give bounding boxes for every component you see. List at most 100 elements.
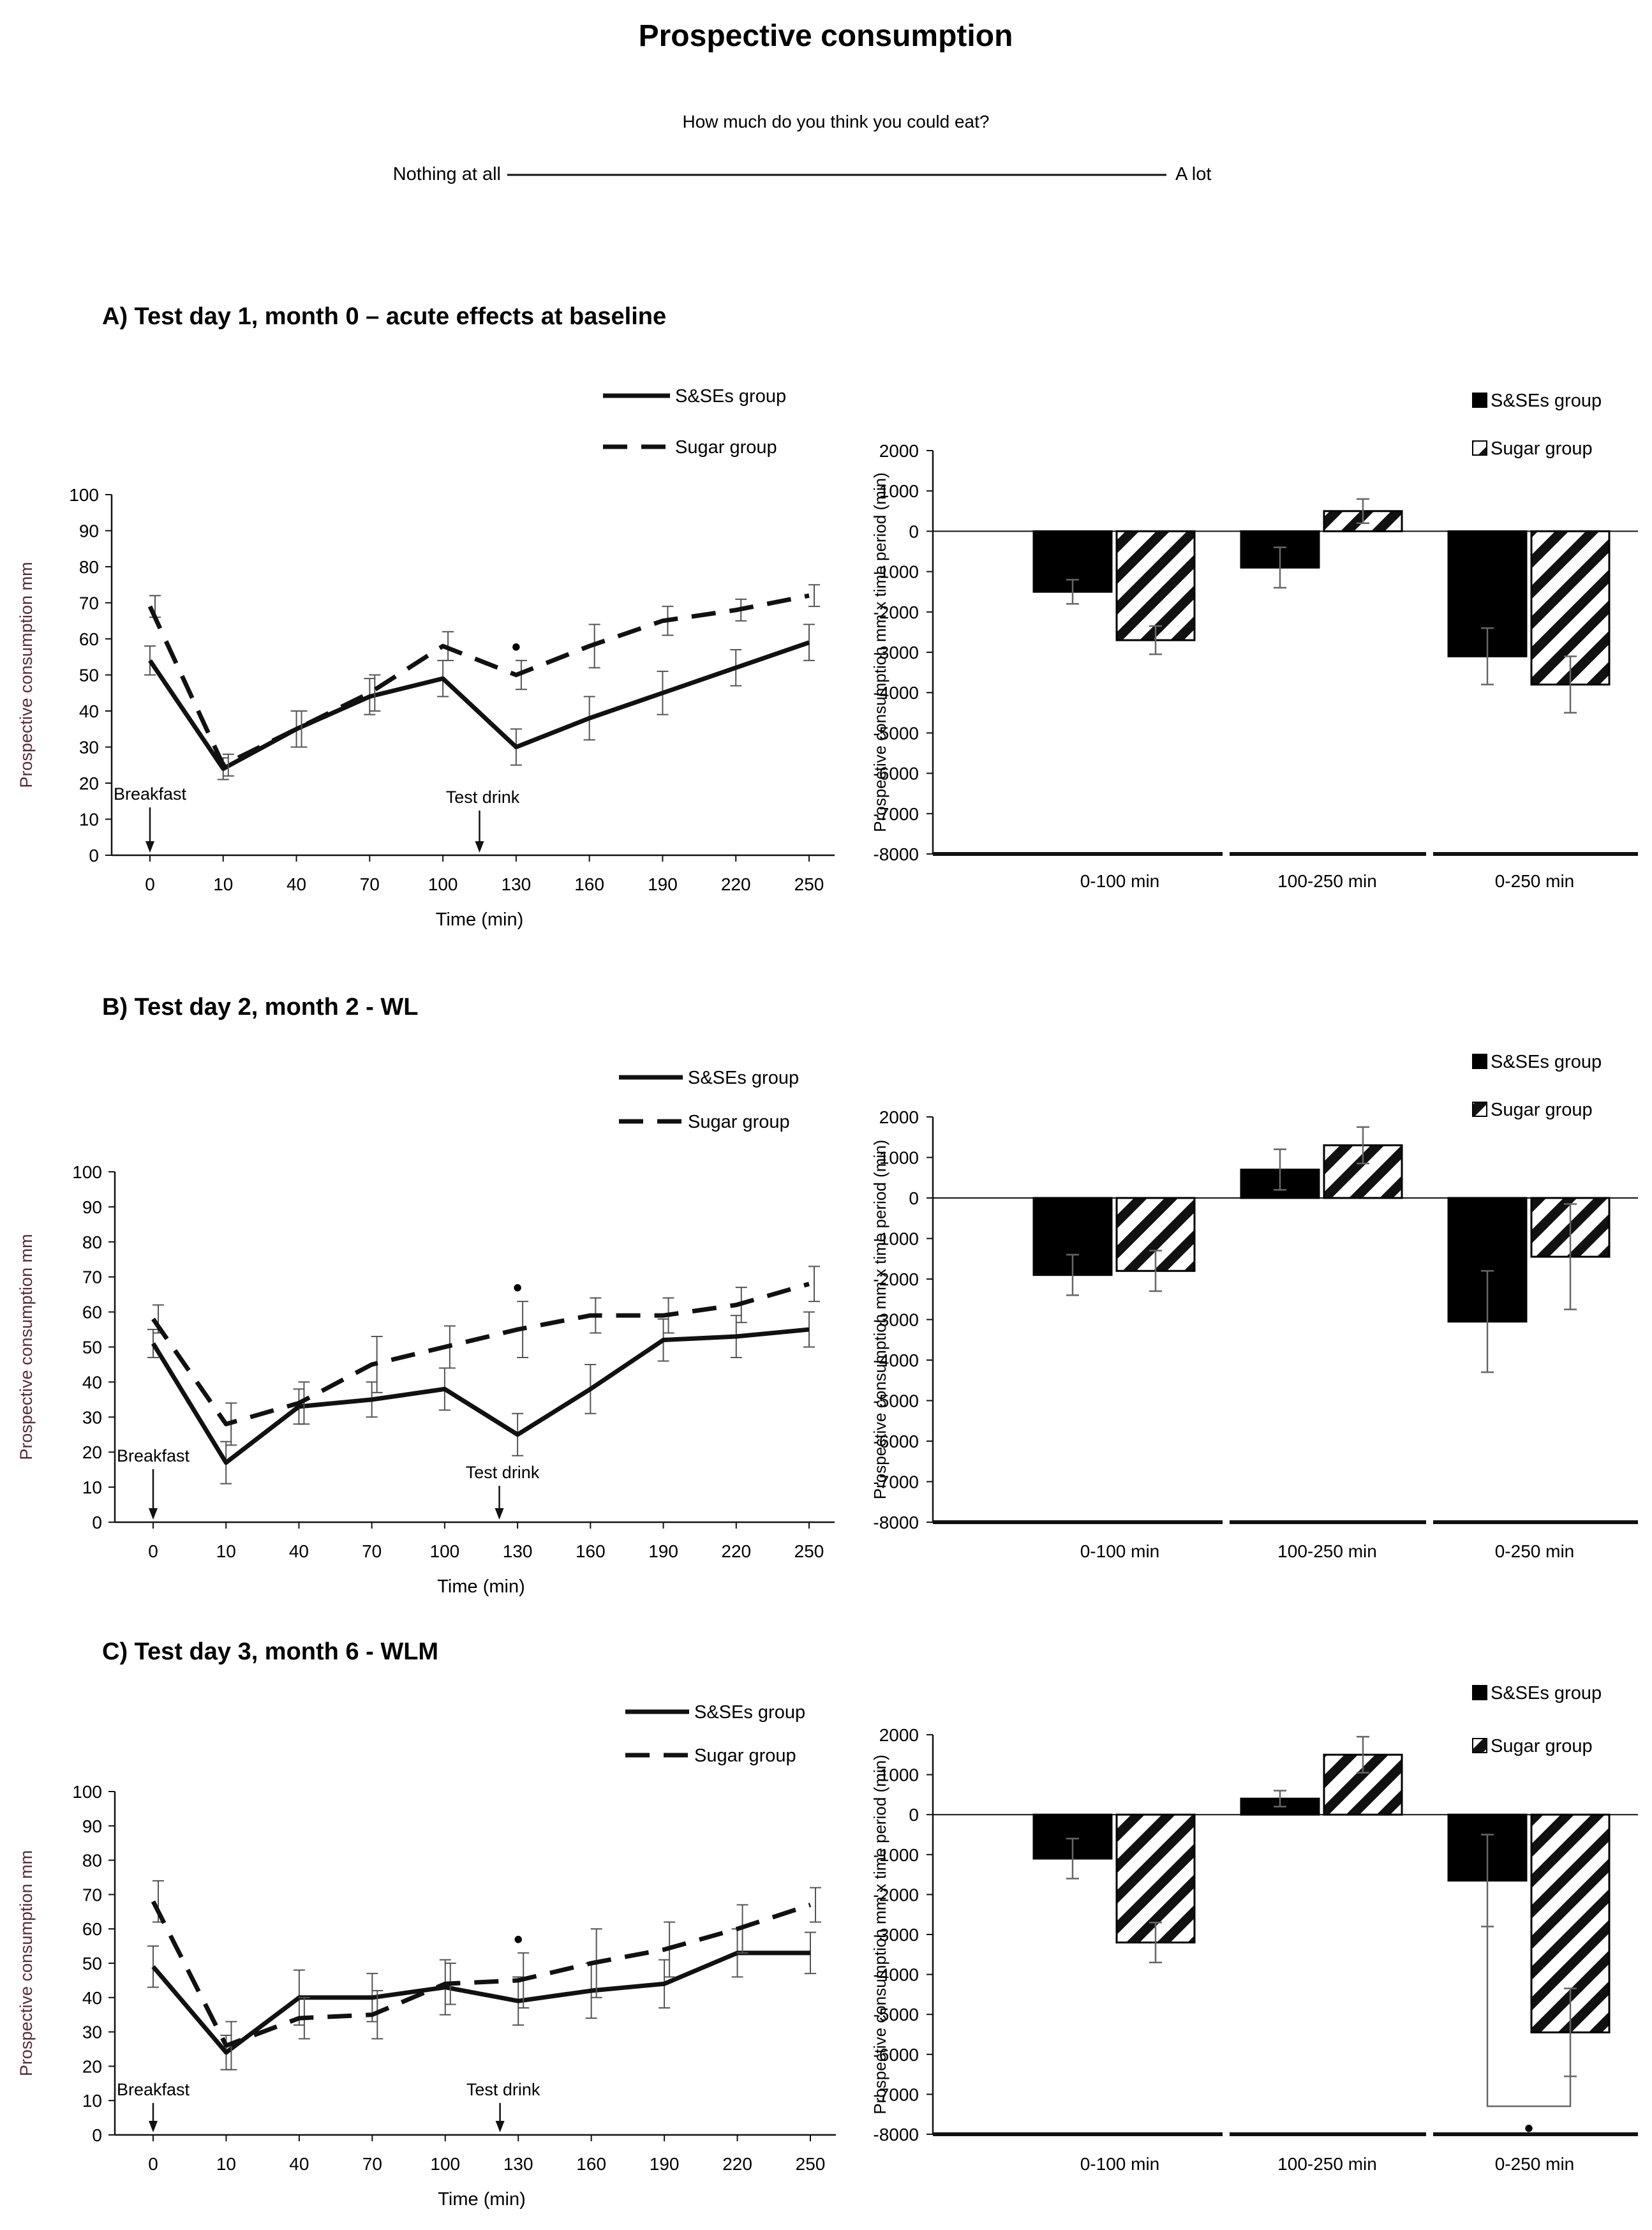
line0-x-tick-label: 100 [428,874,458,894]
bar1-y-tick-label: 2000 [879,1107,919,1127]
line2-legend-label: Sugar group [694,1746,796,1766]
bar0-ssess-bar [1447,530,1528,657]
line2-y-axis-label: Prospective consumption mm [17,1850,36,2076]
line2-y-tick-label: 90 [82,1816,102,1836]
scale-question: How much do you think you could eat? [683,112,990,131]
line2-x-tick-label: 100 [430,2154,460,2174]
bar0-legend-swatch [1472,393,1487,408]
line2-annotation-label: Test drink [466,2080,540,2099]
line1-x-tick-label: 10 [216,1541,236,1561]
bar2-legend-label: Sugar group [1491,1736,1593,1756]
line1-ssess-series-line [151,1327,810,1465]
bar2-legend-swatch [1472,1738,1487,1753]
line0-annotation-label: Breakfast [114,784,187,804]
bar0-category-label: 0-250 min [1495,871,1575,891]
line1-y-axis-label: Prospective consumption mm [17,1234,36,1460]
line1-x-tick-label: 160 [576,1541,606,1561]
line1-annotation-label: Test drink [466,1463,540,1482]
line2-y-tick-label: 0 [92,2125,102,2145]
bar0-y-tick-label: 0 [909,521,919,541]
bar1-y-tick-label: -8000 [873,1513,919,1532]
line0-y-tick-label: 80 [79,557,99,577]
line1-x-tick-label: 100 [430,1541,460,1561]
line2-x-tick-label: 220 [722,2154,752,2174]
bar1-category-label: 0-250 min [1495,1541,1575,1561]
line2-y-tick-label: 100 [72,1782,102,1802]
line1-annotation-label: Breakfast [117,1446,190,1465]
line2-y-tick-label: 80 [82,1851,102,1871]
bar0-y-tick-label: -2000 [873,602,919,622]
bar0-legend-swatch [1472,440,1487,456]
bar2-y-tick-label: -5000 [873,2005,919,2024]
line0-y-tick-label: 100 [69,485,99,505]
line0-y-tick-label: 0 [89,846,99,865]
bar1-legend-swatch [1472,1102,1487,1117]
bar0-y-tick-label: -5000 [873,723,919,743]
line0-annotation-arrowhead [475,841,484,853]
line2-y-tick-label: 30 [82,2023,102,2042]
bar2-sugar-bar [1115,1813,1196,1944]
bar0-y-axis-label: Prospective consumption mm x time period… [870,472,889,832]
bar0-y-tick-label: -8000 [873,844,919,864]
bar1-legend-label: S&SEs group [1491,1052,1602,1072]
bar1-legend-label: Sugar group [1491,1100,1593,1120]
line0-x-tick-label: 40 [286,874,306,894]
line1-x-tick-label: 220 [721,1541,751,1561]
bar0-y-tick-label: -4000 [873,683,919,703]
line2-annotation-arrowhead [149,2121,158,2132]
line0-y-axis-label: Prospective consumption mm [17,562,36,788]
line2-x-tick-label: 130 [503,2154,533,2174]
line1-y-tick-label: 10 [82,1478,102,1497]
bar0-legend-label: Sugar group [1491,438,1593,459]
line1-significance-marker: • [513,1274,522,1302]
line2-y-tick-label: 40 [82,1988,102,2008]
line0-x-tick-label: 250 [794,874,824,894]
line1-y-tick-label: 30 [82,1407,102,1427]
line0-y-tick-label: 50 [79,666,99,685]
line0-annotation-label: Test drink [446,788,520,807]
bar1-category-label: 100-250 min [1277,1541,1377,1561]
line0-x-tick-label: 70 [360,874,380,894]
bar1-y-axis-label: Prospective consumption mm x time period… [870,1140,889,1500]
line2-x-tick-label: 160 [576,2154,606,2174]
line0-x-tick-label: 10 [213,874,233,894]
line2-x-axis-label: Time (min) [438,2189,525,2210]
line1-y-tick-label: 50 [82,1338,102,1358]
bar1-y-tick-label: -7000 [873,1472,919,1492]
bar2-y-tick-label: -4000 [873,1965,919,1985]
bar1-category-label: 0-100 min [1080,1541,1160,1561]
line0-y-tick-label: 20 [79,774,99,793]
line2-x-tick-label: 250 [796,2154,826,2174]
line0-y-tick-label: 10 [79,810,99,830]
scale-left-label: Nothing at all [393,164,501,184]
bar1-y-tick-label: -3000 [873,1310,919,1330]
line1-y-tick-label: 20 [82,1442,102,1462]
line2-y-tick-label: 20 [82,2056,102,2076]
line0-x-tick-label: 190 [648,874,678,894]
line0-x-tick-label: 130 [502,874,532,894]
line1-x-axis-label: Time (min) [437,1576,525,1597]
line1-y-tick-label: 40 [82,1372,102,1392]
bar2-y-tick-label: -7000 [873,2084,919,2104]
bar2-significance-bracket [1486,1926,1572,2107]
line0-legend-label: Sugar group [675,437,777,458]
section-title-a: A) Test day 1, month 0 – acute effects a… [102,303,666,330]
line2-annotation-arrowhead [495,2121,505,2132]
line0-y-tick-label: 60 [79,629,99,649]
line2-x-tick-label: 40 [289,2154,309,2174]
line1-x-tick-label: 130 [503,1541,533,1561]
section-title-b: B) Test day 2, month 2 - WL [102,994,418,1021]
bar2-y-axis-label: Prospective consumption mm x time period… [870,1755,889,2114]
bar2-category-label: 100-250 min [1277,2154,1377,2174]
bar1-y-tick-label: -4000 [873,1351,919,1370]
line0-significance-marker: • [512,633,521,661]
line0-sugar-series-line [147,593,810,768]
bar0-category-label: 100-250 min [1277,871,1377,891]
line0-x-tick-label: 220 [721,874,751,894]
bar1-y-tick-label: -2000 [873,1269,919,1289]
line0-y-tick-label: 70 [79,594,99,613]
bar2-y-tick-label: 2000 [879,1725,919,1745]
line1-y-tick-label: 60 [82,1303,102,1322]
